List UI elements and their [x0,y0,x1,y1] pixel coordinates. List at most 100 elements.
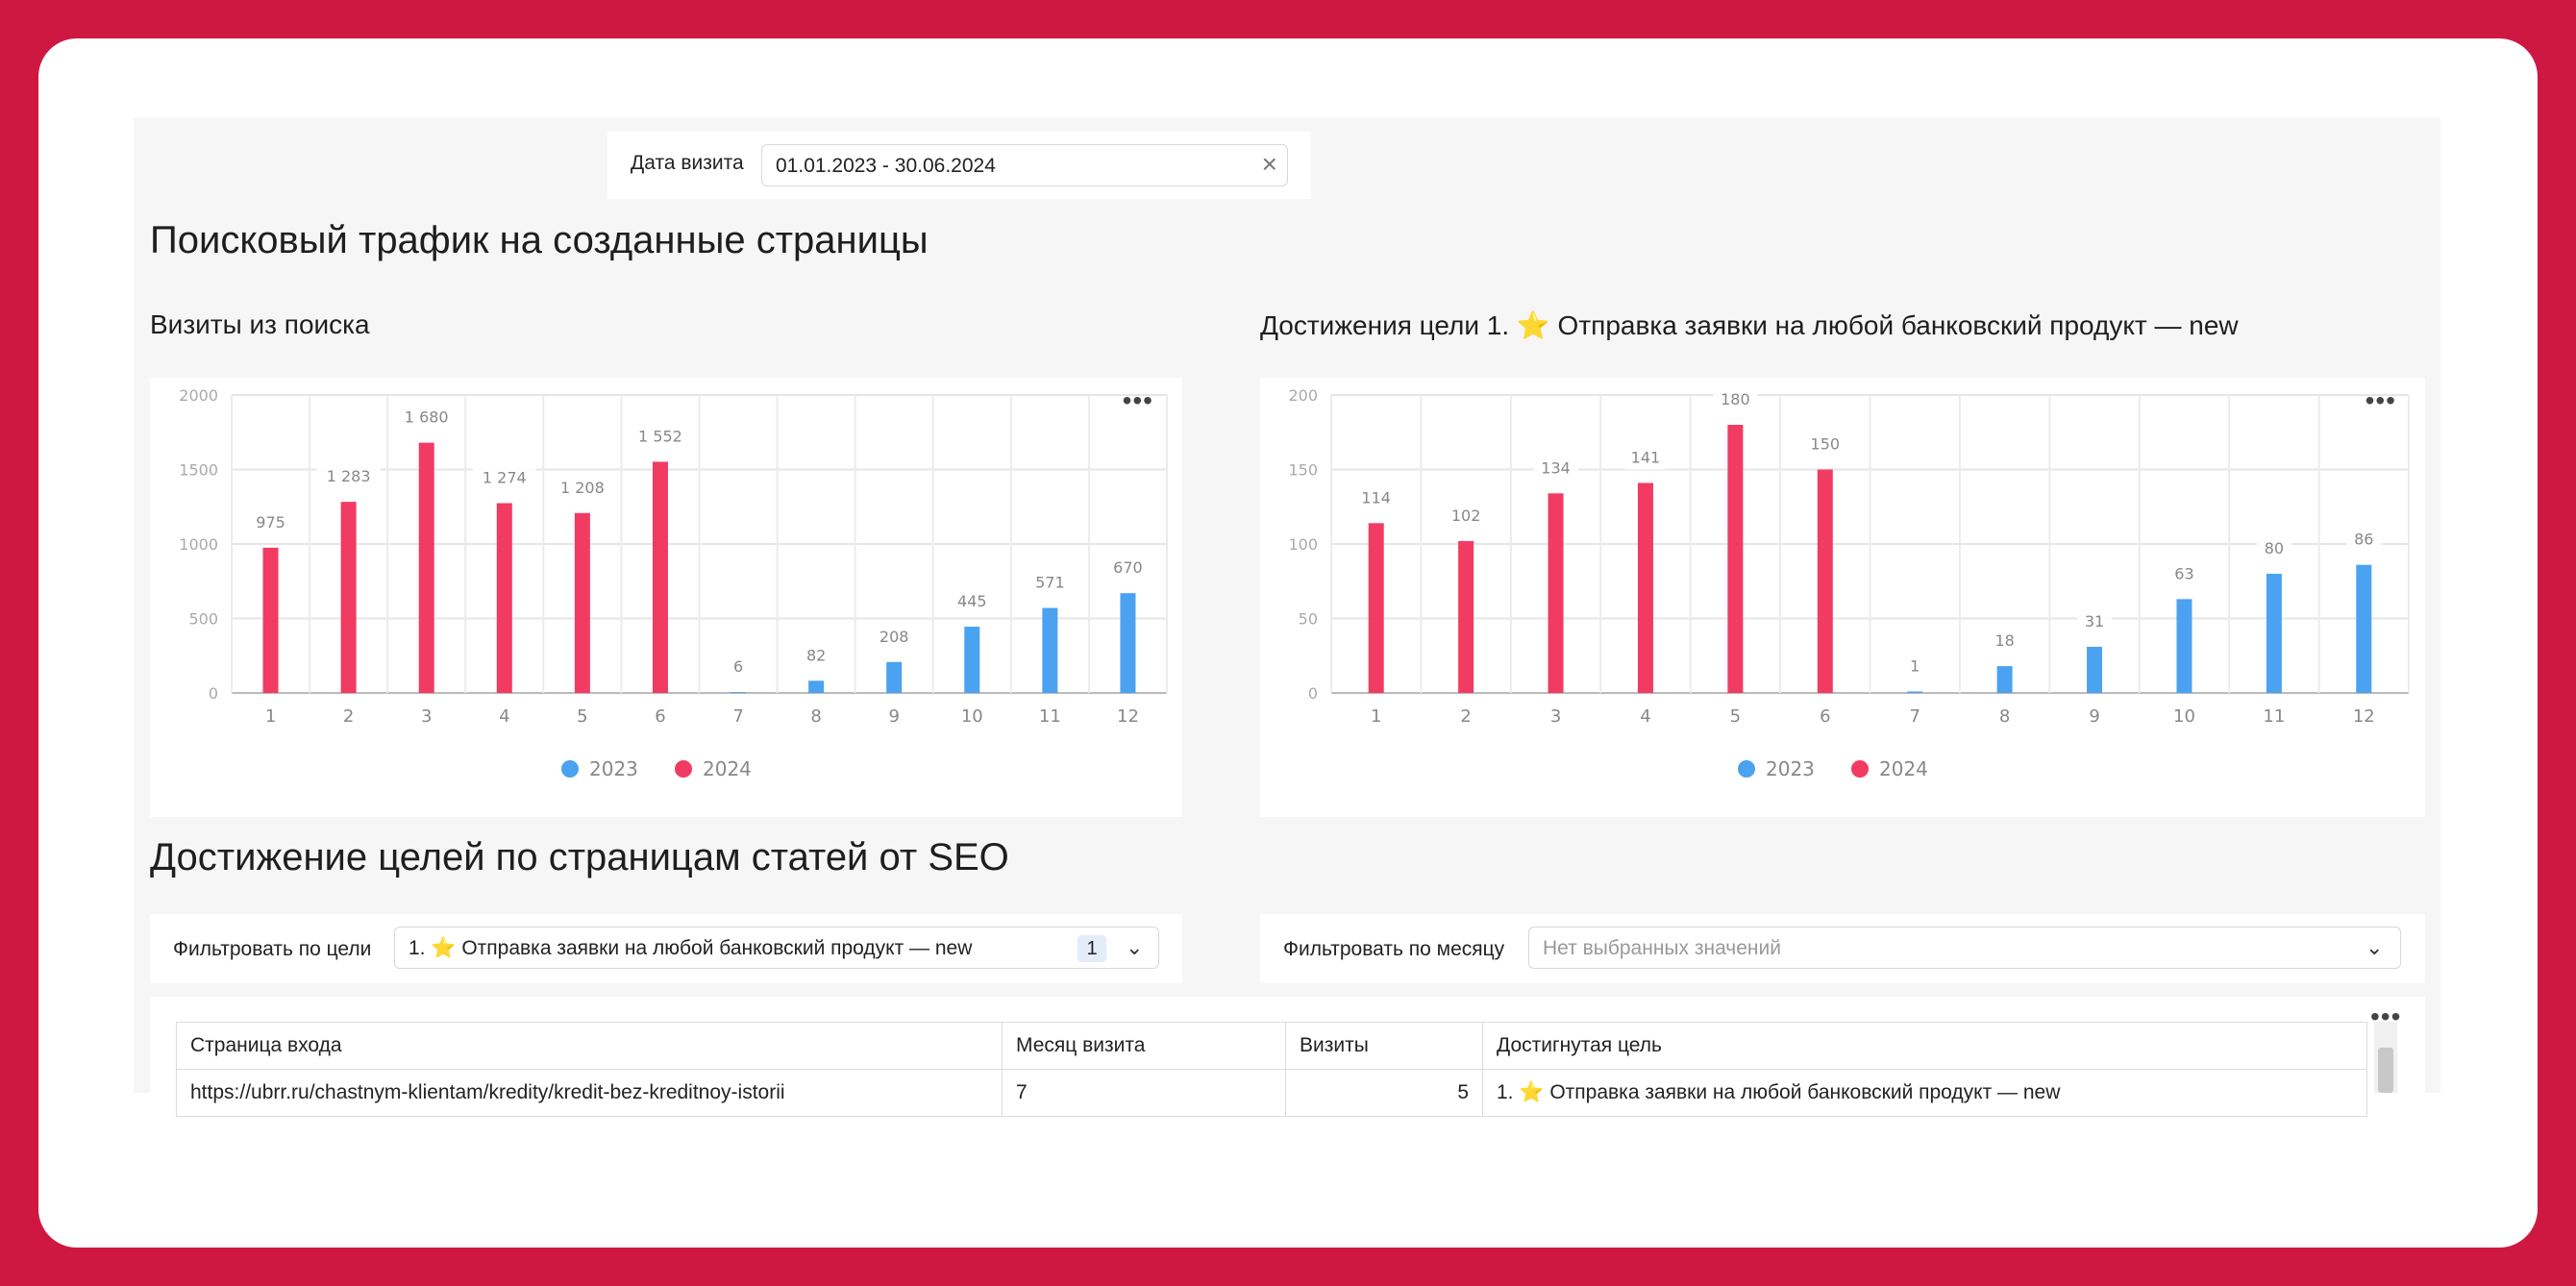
data-label-bg [1902,653,1928,679]
column-header[interactable]: Достигнутая цель [1482,1022,2367,1070]
bar-2023 [964,627,980,693]
data-label: 571 [1035,573,1065,591]
data-label: 102 [1451,507,1481,525]
bar-2024 [1458,540,1474,693]
legend-label: 2023 [1766,757,1815,780]
data-label: 975 [256,513,285,532]
section-title-seo-goals: Достижение целей по страницам статей от … [150,836,1009,878]
data-label-bg [394,404,458,430]
y-tick-label: 150 [1288,461,1318,480]
table-header-row: Страница входа Месяц визита Визиты Дости… [176,1022,2367,1070]
data-label: 1 274 [483,469,527,487]
section-title-search-traffic: Поисковый трафик на созданные страницы [150,219,929,261]
data-label: 1 [1910,656,1920,675]
table-scrollbar-thumb[interactable] [2378,1048,2393,1093]
date-range-input[interactable]: 01.01.2023 - 30.06.2024 × [761,144,1288,186]
x-tick-label: 3 [421,706,432,727]
x-tick-label: 7 [732,706,743,727]
bar-2023 [808,680,825,693]
data-label: 1 680 [405,408,449,427]
legend-marker-2024 [675,760,692,778]
legend-label: 2024 [1879,757,1928,780]
data-label: 86 [2354,531,2373,549]
x-tick-label: 12 [2353,706,2375,727]
data-label-bg [872,623,917,649]
x-tick-label: 9 [888,706,899,727]
x-tick-label: 5 [577,706,587,727]
data-label-bg [950,588,995,614]
data-label: 134 [1541,458,1571,477]
x-tick-label: 9 [2089,706,2099,727]
data-label: 208 [879,628,909,646]
x-tick-label: 4 [499,706,509,727]
y-tick-label: 200 [1288,386,1318,405]
legend-label: 2024 [703,757,752,780]
bar-2024 [262,547,279,693]
bar-2024 [652,461,668,693]
bar-2024 [418,442,434,693]
legend-marker-2024 [1851,760,1869,778]
data-label-bg [550,474,614,500]
data-label: 6 [733,657,743,676]
month-filter-select[interactable]: Нет выбранных значений ⌄ [1528,927,2401,969]
column-header[interactable]: Страница входа [176,1022,1003,1070]
table-row[interactable]: https://ubrr.ru/chastnym-klientam/kredit… [176,1069,2367,1117]
data-label: 114 [1361,488,1391,507]
month-filter-label: Фильтровать по месяцу [1283,938,1505,960]
chart-title-goals: Достижения цели 1. ⭐ Отправка заявки на … [1260,310,2239,340]
bar-2024 [1637,482,1653,693]
data-label: 1 552 [638,427,682,445]
column-header[interactable]: Месяц визита [1002,1022,1286,1070]
x-tick-label: 12 [1117,706,1139,727]
data-label: 1 208 [560,479,605,497]
bar-2023 [1120,593,1136,693]
chart-title-visits: Визиты из поиска [150,309,370,339]
goal-filter-select[interactable]: 1. ⭐ Отправка заявки на любой банковский… [394,927,1159,969]
data-label-bg [1353,484,1399,510]
data-label-bg [316,463,381,489]
column-header[interactable]: Визиты [1285,1022,1483,1070]
chevron-down-icon[interactable]: ⌄ [1126,935,1144,959]
y-tick-label: 50 [1299,610,1318,629]
x-tick-label: 1 [1371,706,1381,727]
more-menu-icon[interactable]: ••• [1122,385,1153,415]
x-tick-label: 2 [1460,706,1471,727]
data-label: 63 [2174,564,2193,582]
bar-2024 [1817,469,1833,693]
y-tick-label: 500 [188,610,218,629]
table-cell-visits: 5 [1285,1069,1483,1117]
data-label: 80 [2265,539,2284,557]
bar-2024 [340,502,357,693]
selected-count-badge: 1 [1077,935,1106,962]
bar-2023 [1907,691,1923,693]
data-label-bg [248,508,293,534]
data-label: 670 [1113,558,1143,577]
x-tick-label: 2 [343,706,354,727]
table-cell-goal: 1. ⭐ Отправка заявки на любой банковский… [1482,1069,2367,1117]
x-tick-label: 6 [1820,706,1830,727]
data-label-bg [1622,444,1668,470]
x-tick-label: 10 [961,706,983,727]
chart-panel-goals: 0 50 100 150 200 1 2 3 4 5 6 7 8 9 10 11 12 1 18 31 63 80 86 11… [1260,378,2425,817]
y-tick-label: 2000 [179,386,218,405]
data-label-bg [1105,555,1151,581]
data-label-bg [472,464,536,490]
bar-2024 [1548,493,1564,693]
more-menu-icon[interactable]: ••• [2365,385,2396,415]
table-cell-page[interactable]: https://ubrr.ru/chastnym-klientam/kredit… [176,1069,1003,1117]
data-label: 1 283 [327,467,371,485]
data-label: 180 [1721,390,1750,408]
y-tick-label: 100 [1288,535,1318,554]
x-tick-label: 10 [2173,706,2195,727]
data-label-bg [2167,560,2202,586]
bar-2023 [731,692,747,693]
data-label: 31 [2085,612,2104,631]
chevron-down-icon[interactable]: ⌄ [2365,935,2384,959]
date-range-value: 01.01.2023 - 30.06.2024 [776,155,996,177]
clear-icon[interactable]: × [1261,149,1277,179]
month-filter-placeholder: Нет выбранных значений [1543,937,1781,959]
date-filter-label: Дата визита [631,152,744,174]
data-label-bg [628,423,692,449]
data-label-bg [1028,569,1073,595]
